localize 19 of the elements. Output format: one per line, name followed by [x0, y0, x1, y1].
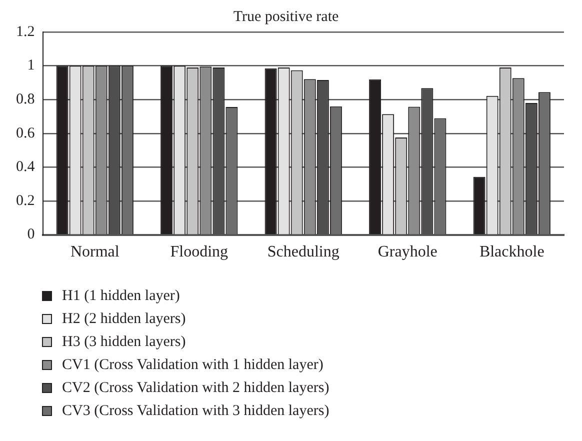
x-tick-label: Blackhole [479, 244, 544, 261]
x-tick-label: Normal [70, 244, 120, 261]
y-tick-label: 1.2 [16, 24, 35, 40]
y-tick-label: 0.6 [16, 125, 36, 142]
x-tick-label: Grayhole [378, 244, 438, 261]
legend-label: CV3 (Cross Validation with 3 hidden layers) [62, 402, 330, 421]
legend-label: CV2 (Cross Validation with 2 hidden layers) [62, 379, 330, 398]
y-tick-label: 0.8 [16, 92, 35, 108]
y-tick-label: 0.4 [16, 159, 36, 176]
x-tick-label: Scheduling [267, 244, 340, 261]
chart-title: True positive rate [233, 8, 339, 25]
legend-label: H3 (3 hidden layers) [62, 333, 186, 352]
y-tick-label: 0.2 [16, 192, 35, 209]
legend-label: H1 (1 hidden layer) [62, 287, 180, 306]
legend-label: CV1 (Cross Validation with 1 hidden layer) [62, 356, 324, 375]
x-tick-label: Flooding [170, 244, 228, 261]
legend-label: H2 (2 hidden layers) [62, 310, 186, 329]
y-tick-label: 1 [27, 58, 35, 74]
y-tick-label: 0 [27, 226, 35, 243]
